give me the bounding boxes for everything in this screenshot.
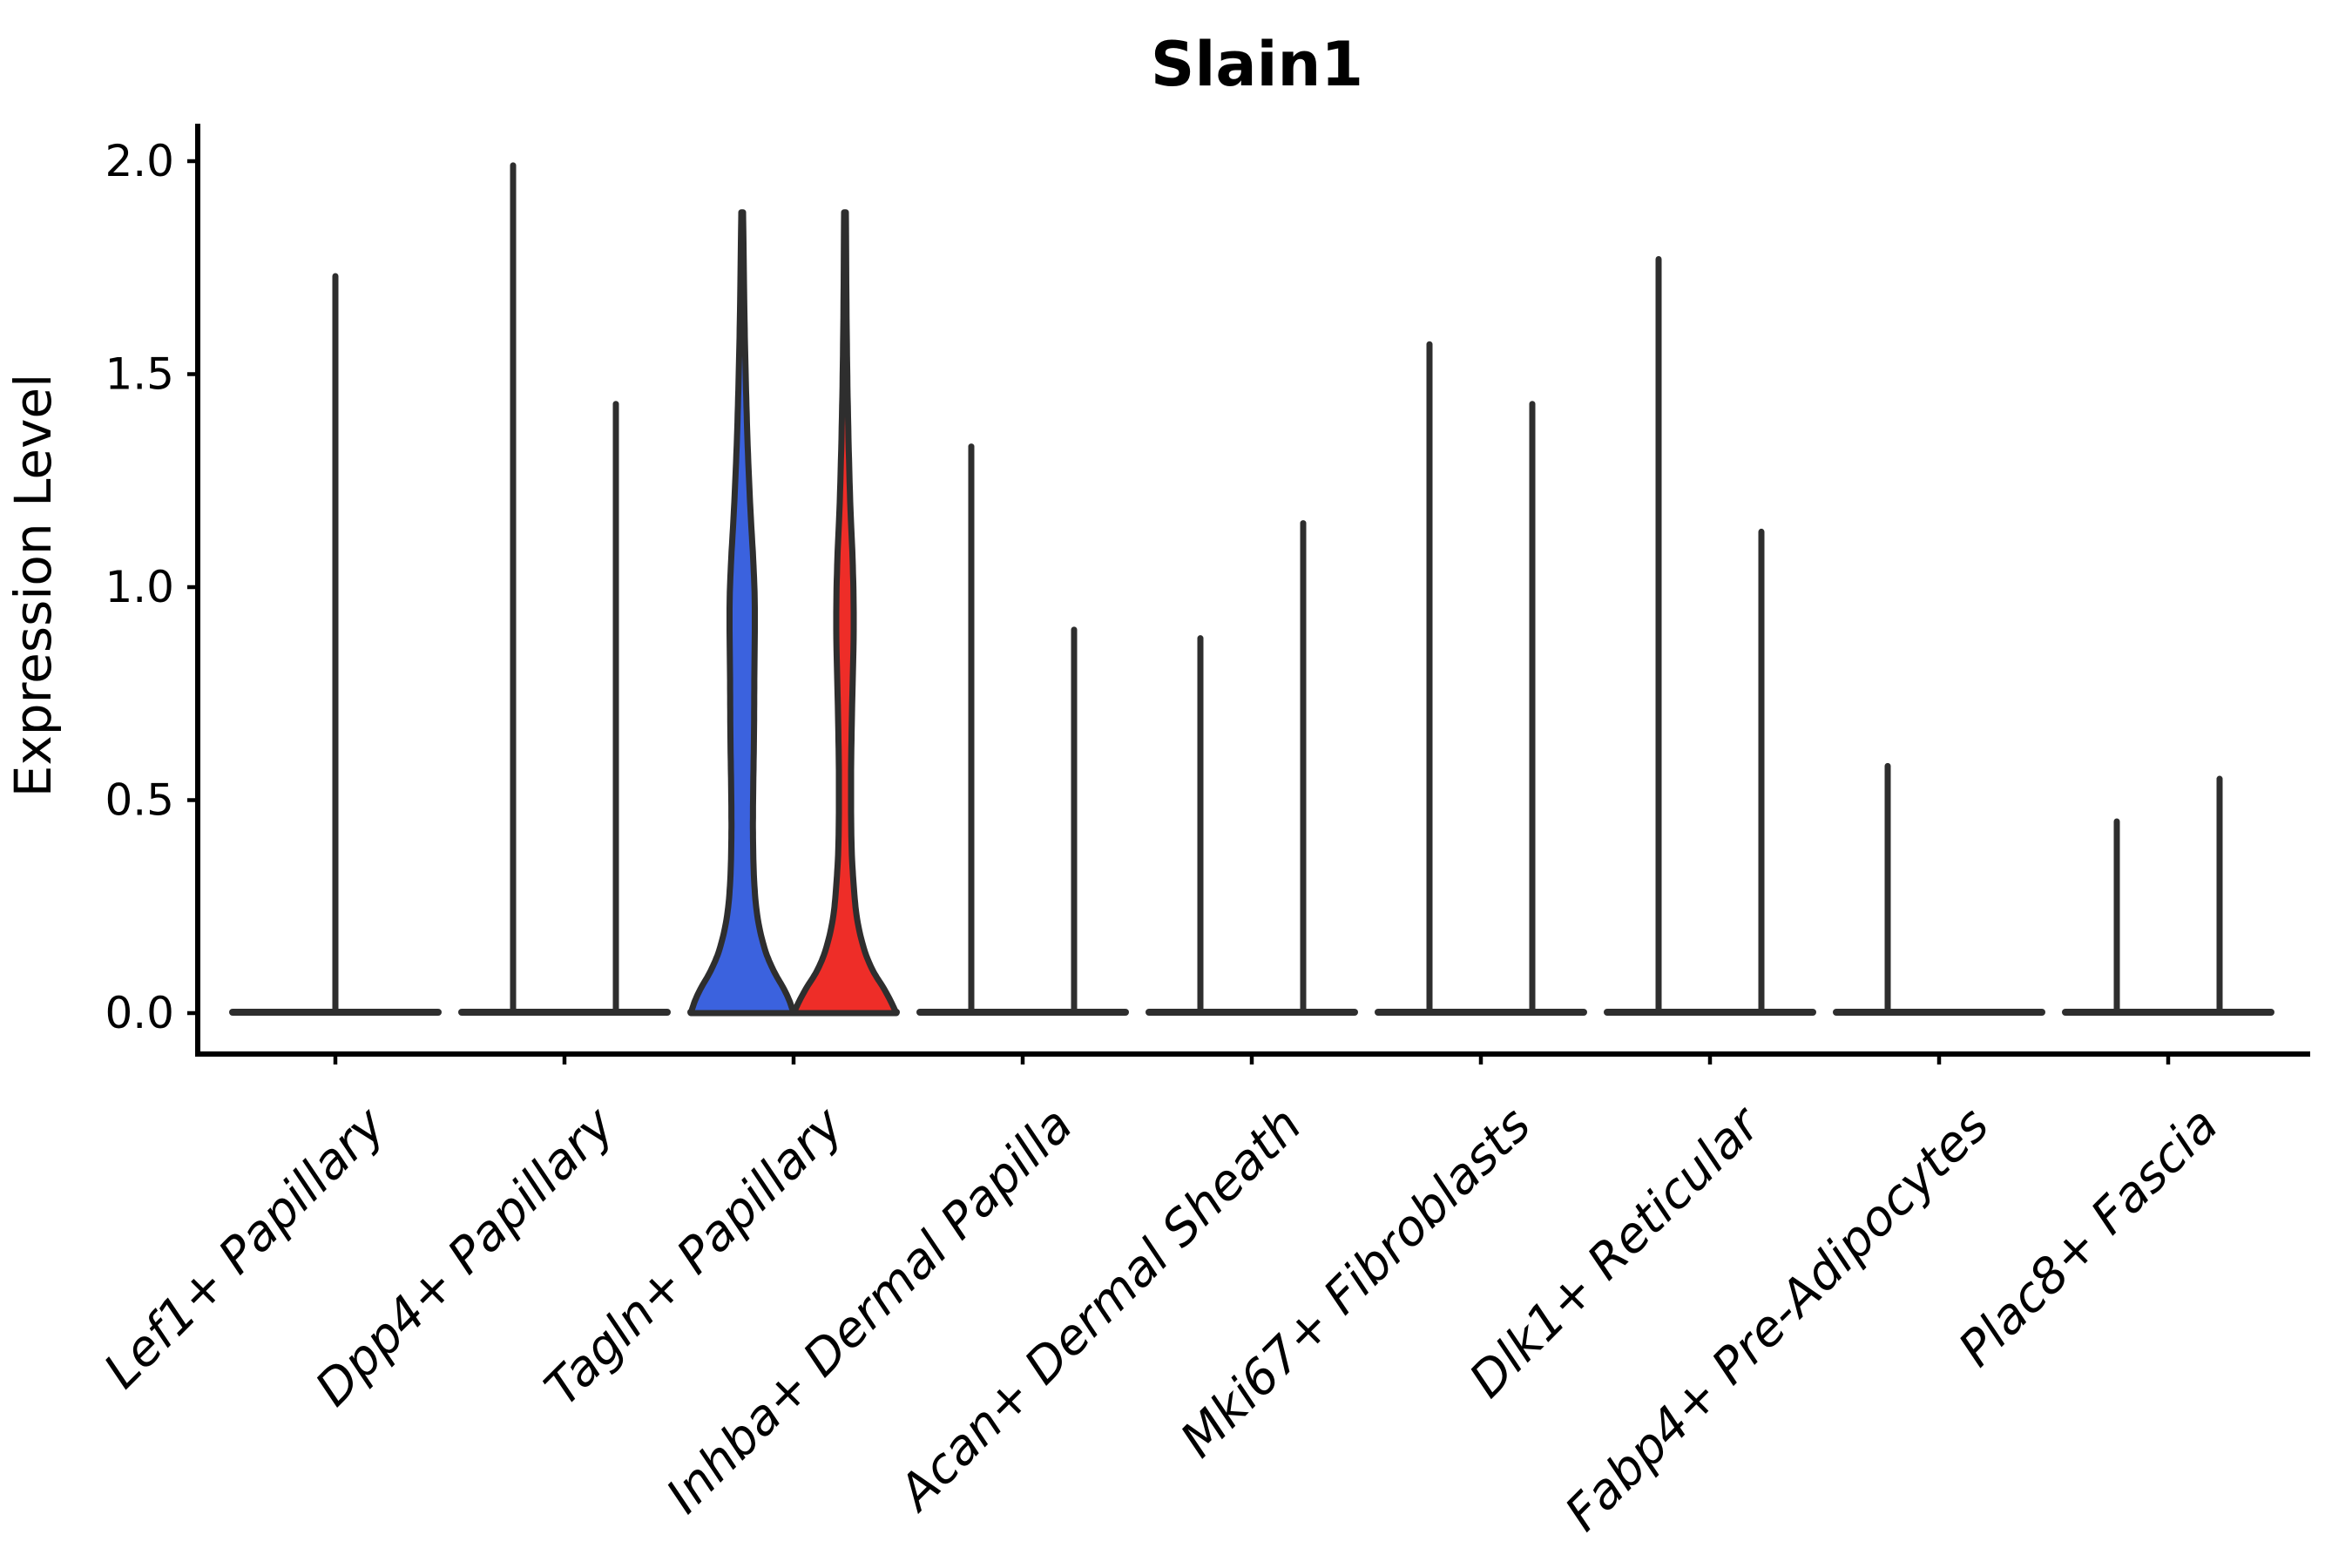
violin-category — [1375, 341, 1587, 1016]
y-tick-label: 1.0 — [105, 562, 174, 612]
violin-category — [2062, 775, 2274, 1016]
violin-category — [1833, 762, 2045, 1016]
y-tick-label: 0.0 — [105, 988, 174, 1038]
violin-category — [458, 162, 671, 1016]
violin-category — [1604, 255, 1816, 1016]
violins-layer — [229, 162, 2274, 1017]
violin-category — [916, 443, 1129, 1016]
chart-title: Slain1 — [1151, 29, 1363, 100]
y-tick-label: 0.5 — [105, 775, 174, 826]
filled-violin-left — [687, 209, 797, 1017]
violin-category — [229, 273, 442, 1016]
y-axis-label: Expression Level — [3, 374, 63, 797]
violin-category — [1146, 520, 1358, 1016]
y-tick-label: 1.5 — [105, 349, 174, 400]
axes-layer — [187, 124, 2310, 1064]
y-tick-label: 2.0 — [105, 136, 174, 186]
violin-category — [687, 209, 900, 1017]
x-category-label: Fabp4+ Pre-Adipocytes — [1555, 1097, 2000, 1542]
x-category-label: Acan+ Dermal Sheath — [887, 1097, 1313, 1523]
x-category-label: Inhba+ Dermal Papilla — [656, 1097, 1084, 1524]
filled-violin-right — [790, 209, 900, 1017]
